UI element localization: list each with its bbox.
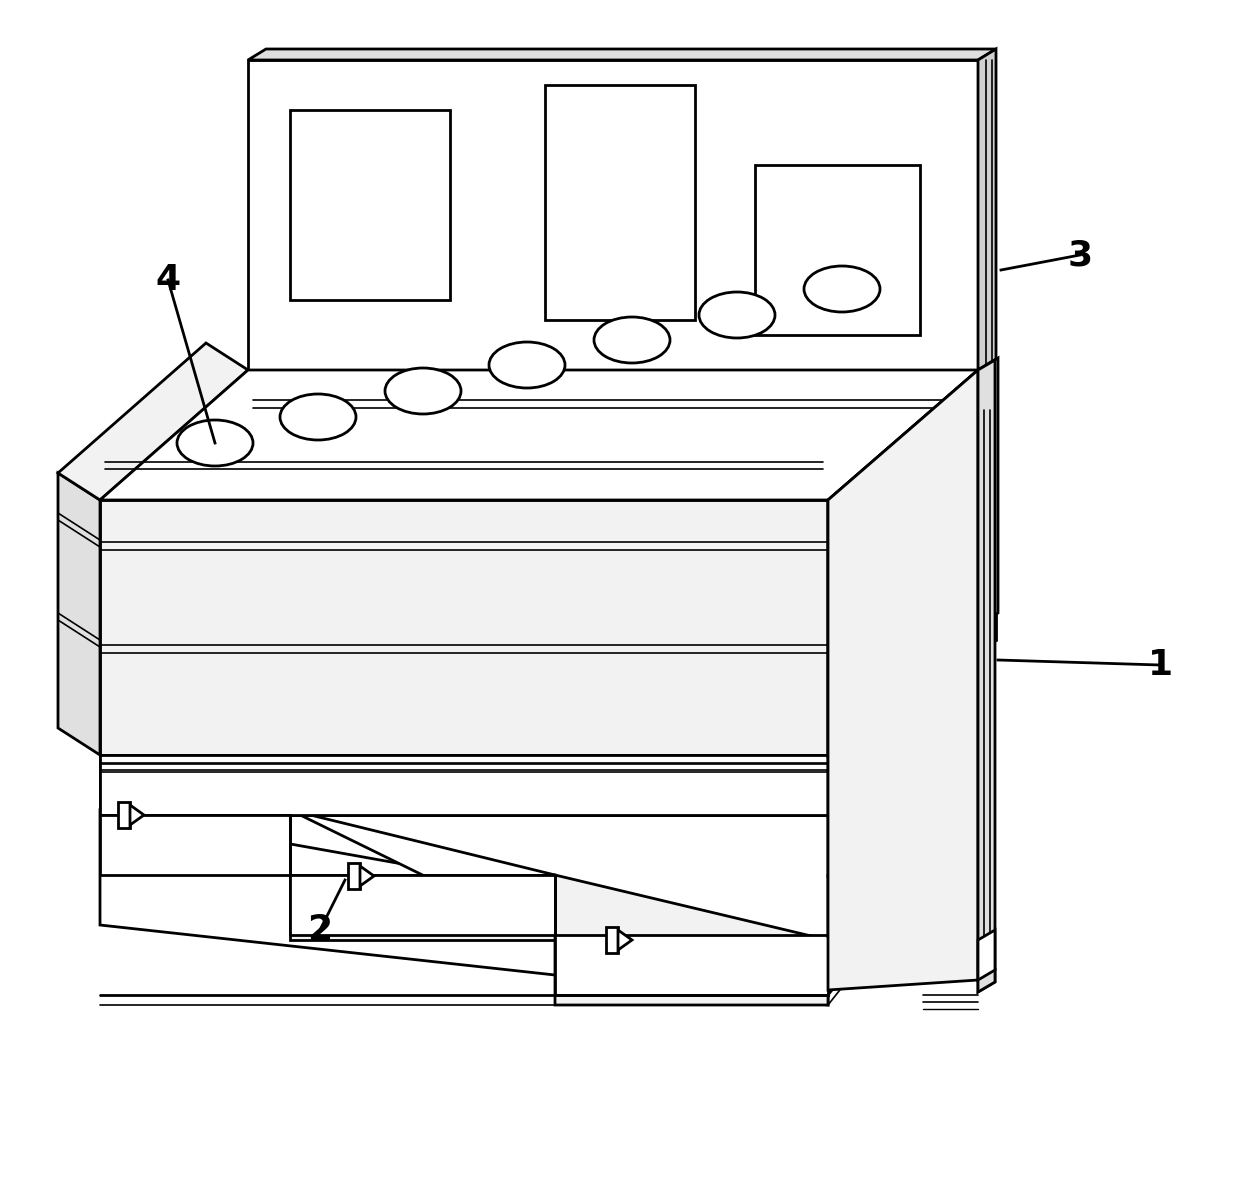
Polygon shape [978, 360, 994, 980]
Polygon shape [248, 60, 978, 370]
Ellipse shape [489, 342, 565, 387]
Text: 1: 1 [1147, 648, 1173, 683]
Polygon shape [348, 863, 360, 889]
Polygon shape [828, 624, 978, 815]
Polygon shape [360, 866, 374, 886]
Polygon shape [546, 85, 694, 320]
Polygon shape [248, 49, 996, 60]
Polygon shape [58, 473, 100, 755]
Polygon shape [556, 935, 828, 995]
Polygon shape [100, 755, 290, 811]
Polygon shape [828, 370, 978, 755]
Ellipse shape [804, 265, 880, 312]
Polygon shape [100, 755, 828, 815]
Ellipse shape [177, 419, 253, 466]
Polygon shape [118, 802, 130, 828]
Polygon shape [978, 49, 996, 370]
Polygon shape [100, 370, 978, 500]
Polygon shape [828, 680, 978, 875]
Text: 3: 3 [1068, 238, 1092, 273]
Polygon shape [978, 930, 994, 992]
Ellipse shape [280, 393, 356, 440]
Polygon shape [978, 971, 994, 992]
Polygon shape [755, 165, 920, 335]
Polygon shape [556, 875, 828, 1005]
Polygon shape [100, 815, 290, 875]
Polygon shape [828, 370, 978, 755]
Polygon shape [100, 755, 828, 815]
Polygon shape [100, 500, 828, 755]
Ellipse shape [384, 369, 461, 414]
Polygon shape [100, 811, 828, 1005]
Polygon shape [290, 875, 556, 935]
Polygon shape [606, 927, 618, 953]
Text: 4: 4 [155, 263, 181, 297]
Polygon shape [290, 875, 556, 940]
Ellipse shape [594, 318, 670, 363]
Polygon shape [828, 370, 978, 989]
Polygon shape [290, 110, 450, 300]
Polygon shape [828, 739, 978, 935]
Ellipse shape [699, 292, 775, 338]
Polygon shape [618, 930, 632, 950]
Text: 2: 2 [308, 912, 332, 947]
Polygon shape [290, 811, 556, 940]
Polygon shape [978, 358, 998, 624]
Polygon shape [130, 805, 144, 825]
Polygon shape [58, 342, 248, 500]
